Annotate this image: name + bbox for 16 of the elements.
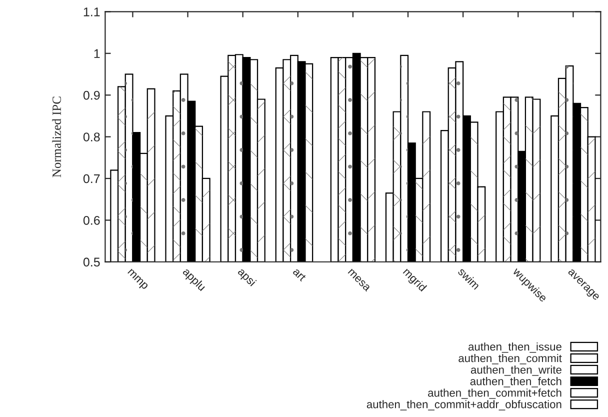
x-tick-label: apsi: [236, 267, 257, 288]
legend-label: authen_then_commit+addr_obfuscation: [366, 400, 562, 410]
y-tick-label: 0.5: [83, 258, 100, 267]
y-tick-label: 1: [94, 49, 100, 58]
legend-label: authen_then_fetch: [470, 377, 562, 388]
y-tick-label: 0.9: [83, 90, 100, 100]
y-tick-label: 0.6: [83, 216, 100, 225]
y-tick-label: 1.1: [84, 8, 100, 16]
legend-label: authen_then_commit: [458, 354, 562, 364]
legend-label: authen_then_write: [470, 366, 562, 376]
legend-label: authen_then_commit+fetch: [428, 388, 562, 399]
y-tick-label: 0.7: [83, 174, 100, 184]
y-axis-title: Normalized IPC: [52, 96, 61, 178]
y-tick-label: 0.8: [83, 132, 100, 142]
legend-label: authen_then_issue: [468, 342, 562, 353]
x-tick-label: art: [292, 268, 306, 282]
